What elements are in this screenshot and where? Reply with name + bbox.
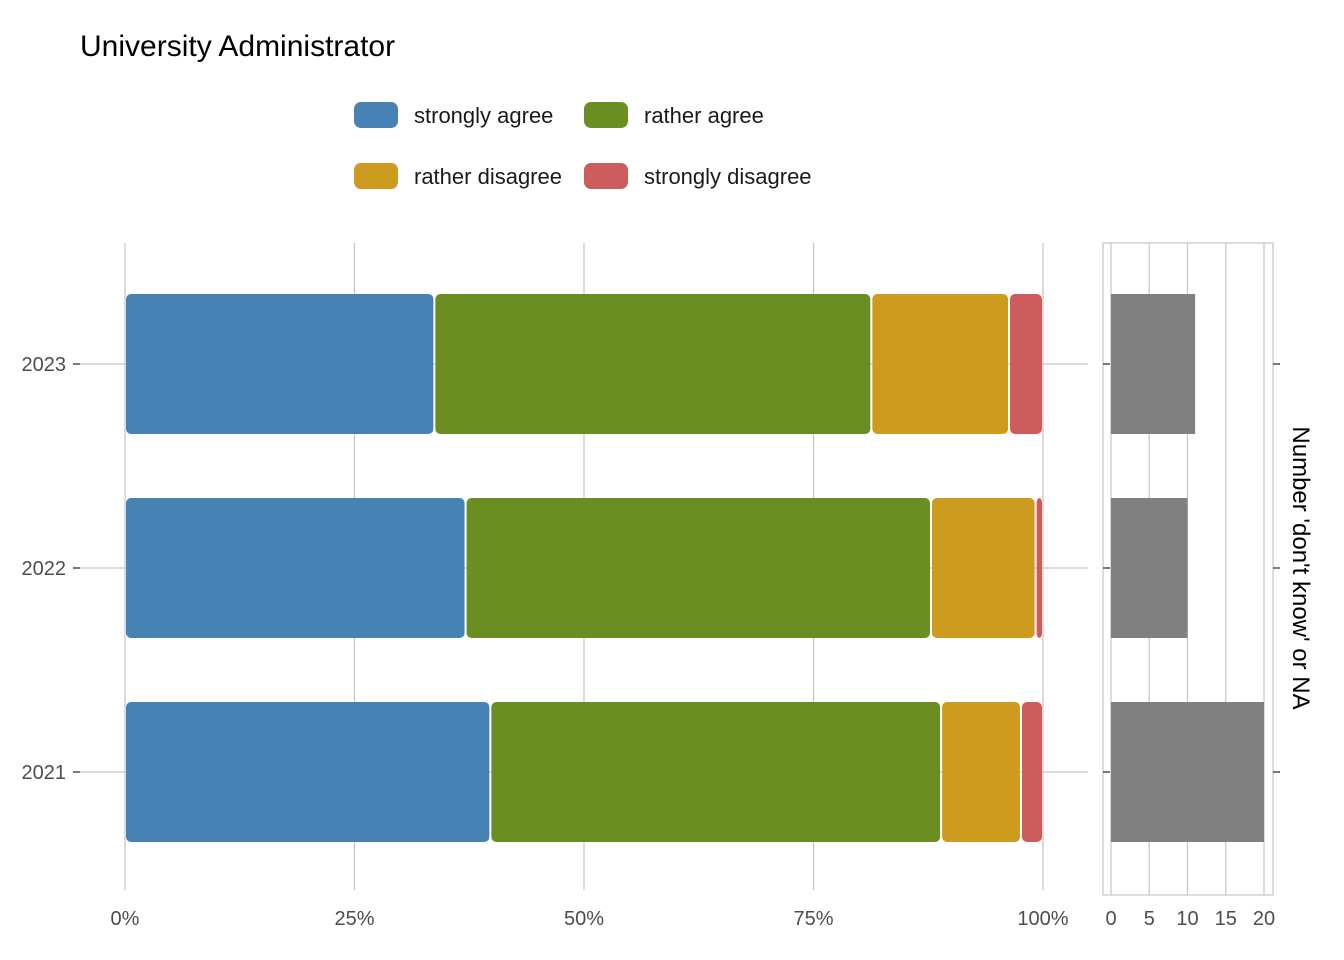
bar-2022-rather-agree <box>466 498 931 638</box>
chart-title: University Administrator <box>80 30 395 63</box>
side-x-tick-label-3: 15 <box>1215 908 1237 930</box>
side-x-tick-label-2: 10 <box>1176 908 1198 930</box>
bar-2022-strongly-agree <box>126 498 465 638</box>
legend: strongly agree rather agree rather disagre… <box>354 102 812 189</box>
side-x-tick-label-1: 5 <box>1144 908 1155 930</box>
bar-2021-strongly-disagree <box>1021 702 1042 842</box>
legend-label-3: strongly disagree <box>644 164 812 189</box>
y-tick-label-1: 2022 <box>22 558 67 580</box>
side-bar-2022 <box>1111 498 1188 638</box>
x-tick-label-3: 75% <box>793 908 833 930</box>
bar-2021-rather-disagree <box>942 702 1020 842</box>
x-tick-label-4: 100% <box>1017 908 1068 930</box>
legend-key-2 <box>354 163 398 189</box>
legend-label-2: rather disagree <box>414 164 562 189</box>
bar-2022-strongly-disagree <box>1036 498 1042 638</box>
main-panel: 2023 2022 2021 0% 25% 50% 75% 100% <box>22 243 1088 930</box>
bar-2023-rather-disagree <box>872 294 1009 434</box>
legend-label-0: strongly agree <box>414 103 553 128</box>
x-tick-label-1: 25% <box>334 908 374 930</box>
side-bar-2021 <box>1111 702 1264 842</box>
side-axis-label: Number 'don't know' or NA <box>1287 426 1314 709</box>
legend-label-1: rather agree <box>644 103 764 128</box>
bar-2022-rather-disagree <box>932 498 1035 638</box>
legend-key-1 <box>584 102 628 128</box>
y-tick-label-0: 2023 <box>22 354 67 376</box>
bar-2023-rather-agree <box>435 294 871 434</box>
bar-2021-rather-agree <box>491 702 941 842</box>
side-x-tick-label-0: 0 <box>1105 908 1116 930</box>
side-panel: 0 5 10 15 20 <box>1102 242 1280 930</box>
y-tick-label-2: 2021 <box>22 762 67 784</box>
legend-key-0 <box>354 102 398 128</box>
bar-2023-strongly-disagree <box>1010 294 1042 434</box>
legend-key-3 <box>584 163 628 189</box>
x-tick-label-0: 0% <box>111 908 140 930</box>
x-tick-label-2: 50% <box>564 908 604 930</box>
side-x-tick-label-4: 20 <box>1253 908 1275 930</box>
bar-2021-strongly-agree <box>126 702 490 842</box>
side-bar-2023 <box>1111 294 1196 434</box>
bar-2023-strongly-agree <box>126 294 434 434</box>
